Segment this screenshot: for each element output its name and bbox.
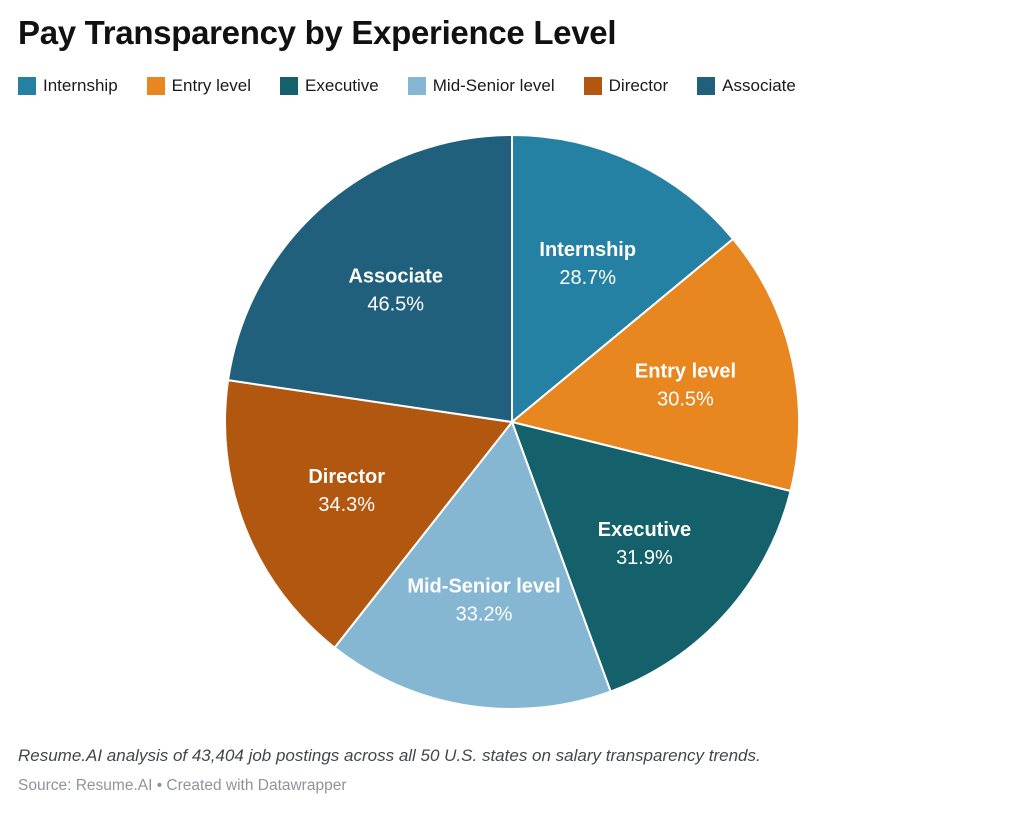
legend-item-entry-level: Entry level	[146, 76, 252, 96]
slice-label-director: Director	[308, 466, 385, 488]
slice-value-director: 34.3%	[318, 494, 375, 516]
pie-slice-mid-senior-level	[333, 421, 612, 710]
footer-note: Resume.AI analysis of 43,404 job posting…	[18, 746, 761, 765]
pie-slice-associate	[227, 134, 513, 423]
slice-value-mid-senior-level: 33.2%	[456, 604, 513, 626]
legend-item-associate: Associate	[697, 76, 796, 96]
slice-label-internship: Internship	[539, 239, 636, 261]
legend-swatch-icon	[583, 77, 602, 95]
legend-swatch-icon	[146, 77, 165, 95]
page-title: Pay Transparency by Experience Level	[18, 14, 617, 51]
legend-label: Director	[608, 76, 669, 95]
legend: Internship Entry level Executive Mid-Senior…	[18, 76, 796, 96]
legend-label: Mid-Senior level	[432, 76, 555, 95]
legend-label: Executive	[305, 76, 379, 95]
slice-label-associate: Associate	[348, 265, 443, 287]
slice-value-entry-level: 30.5%	[657, 388, 714, 410]
pie-slice-director	[224, 379, 513, 649]
slice-value-associate: 46.5%	[367, 293, 424, 315]
legend-label: Associate	[722, 76, 796, 95]
footer-source: Source: Resume.AI • Created with Datawra…	[18, 777, 347, 794]
legend-swatch-icon	[697, 77, 716, 95]
legend-item-mid-senior-level: Mid-Senior level	[407, 76, 555, 96]
legend-item-internship: Internship	[18, 76, 118, 96]
slice-value-internship: 28.7%	[559, 267, 616, 289]
legend-swatch-icon	[407, 77, 426, 95]
pie-slice-entry-level	[511, 237, 800, 492]
slice-label-mid-senior-level: Mid-Senior level	[407, 576, 560, 598]
slice-label-executive: Executive	[598, 519, 691, 541]
legend-swatch-icon	[280, 77, 299, 95]
legend-swatch-icon	[18, 77, 36, 95]
pie-slice-executive	[511, 421, 792, 693]
legend-item-director: Director	[583, 76, 669, 96]
pie-slice-internship	[511, 134, 735, 423]
legend-label: Entry level	[171, 76, 252, 95]
legend-item-executive: Executive	[280, 76, 379, 96]
slice-value-executive: 31.9%	[616, 547, 673, 569]
slice-label-entry-level: Entry level	[635, 360, 736, 382]
legend-label: Internship	[43, 76, 118, 95]
